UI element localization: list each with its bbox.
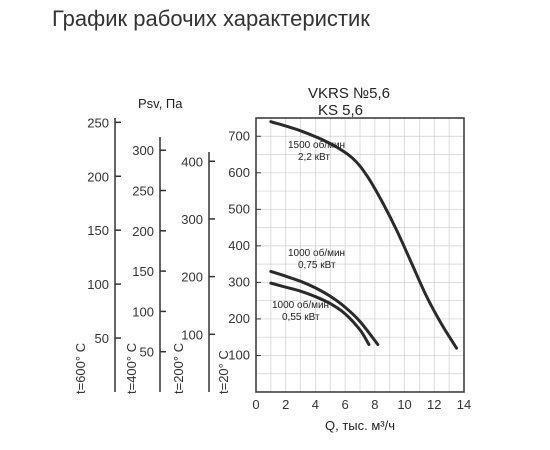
scale-tick-label: 400 bbox=[181, 154, 203, 169]
chart-title: VKRS №5,6 bbox=[308, 85, 390, 102]
chart-subtitle: KS 5,6 bbox=[318, 102, 363, 119]
scale-tick-label: 100 bbox=[181, 327, 203, 342]
x-tick-label: 10 bbox=[397, 397, 411, 412]
x-tick-label: 12 bbox=[427, 397, 441, 412]
scale-tick-label: 200 bbox=[181, 270, 203, 285]
x-tick-label: 8 bbox=[371, 397, 378, 412]
y-axis-label: Psv, Па bbox=[138, 96, 183, 111]
plot-frame bbox=[255, 117, 465, 393]
chart-curves bbox=[269, 120, 459, 350]
y-tick-label: 400 bbox=[228, 238, 250, 253]
temperature-label: t=20° C bbox=[216, 350, 231, 394]
y-tick-label: 700 bbox=[228, 128, 250, 143]
chart-axes bbox=[114, 117, 465, 393]
page-title: График рабочих характеристик bbox=[52, 6, 370, 31]
y-tick-label: 100 bbox=[228, 347, 250, 362]
scale-tick-label: 150 bbox=[87, 223, 109, 238]
scale-tick-label: 250 bbox=[87, 115, 109, 130]
series-label-power: 0,75 кВт bbox=[298, 260, 336, 271]
scale-tick-label: 300 bbox=[132, 143, 154, 158]
chart-labels: 100 200 300 400 500 600 700 0 2 4 6 8 10 12 14 Q, тыс. … bbox=[73, 85, 471, 433]
series-line-3 bbox=[269, 281, 371, 347]
series-label-speed: 1000 об/мин bbox=[288, 247, 345, 259]
scale-tick-label: 300 bbox=[181, 212, 203, 227]
temperature-label: t=400° C bbox=[124, 343, 139, 394]
x-tick-label: 2 bbox=[282, 397, 289, 412]
scale-tick-label: 50 bbox=[95, 331, 109, 346]
y-tick-label: 200 bbox=[228, 311, 250, 326]
x-tick-label: 4 bbox=[312, 397, 319, 412]
scale-tick-label: 100 bbox=[87, 277, 109, 292]
series-label-power: 2,2 кВт bbox=[298, 152, 330, 163]
series-line-1 bbox=[269, 120, 459, 350]
x-tick-label: 14 bbox=[457, 397, 471, 412]
series-label-power: 0,55 кВт bbox=[282, 312, 320, 323]
x-axis-label: Q, тыс. м³/ч bbox=[325, 418, 395, 433]
scale-tick-label: 100 bbox=[132, 304, 154, 319]
scale-tick-label: 200 bbox=[132, 224, 154, 239]
scale-tick-label: 200 bbox=[87, 169, 109, 184]
y-tick-label: 500 bbox=[228, 201, 250, 216]
temperature-label: t=600° C bbox=[73, 343, 88, 394]
series-line-2 bbox=[269, 269, 380, 347]
x-tick-label: 6 bbox=[342, 397, 349, 412]
temperature-label: t=200° C bbox=[171, 343, 186, 394]
series-label-speed: 1000 об/мин bbox=[272, 299, 329, 311]
y-tick-label: 300 bbox=[228, 274, 250, 289]
scale-tick-label: 150 bbox=[132, 264, 154, 279]
x-tick-label: 0 bbox=[252, 397, 259, 412]
scale-tick-label: 50 bbox=[140, 345, 154, 360]
y-tick-label: 600 bbox=[228, 165, 250, 180]
scale-tick-label: 250 bbox=[132, 184, 154, 199]
series-label-speed: 1500 об/мин bbox=[288, 139, 345, 151]
